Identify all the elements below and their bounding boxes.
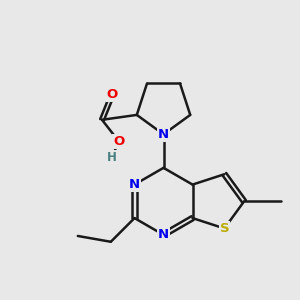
Text: N: N xyxy=(158,228,169,241)
Text: S: S xyxy=(220,222,229,235)
Text: N: N xyxy=(129,178,140,191)
Text: O: O xyxy=(106,88,118,101)
Text: H: H xyxy=(107,151,117,164)
Text: N: N xyxy=(158,128,169,141)
Text: O: O xyxy=(113,135,124,148)
